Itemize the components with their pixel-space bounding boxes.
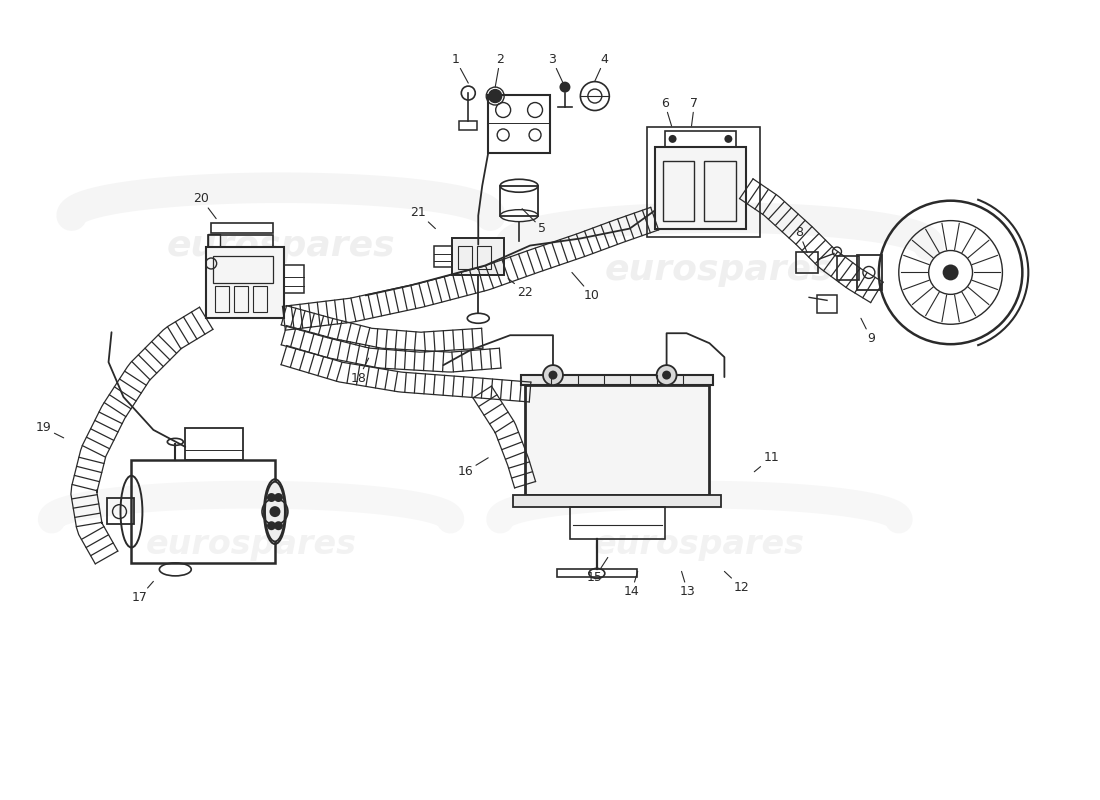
Bar <box>206 246 284 318</box>
Bar <box>208 234 273 246</box>
Text: 11: 11 <box>755 451 779 472</box>
Text: 17: 17 <box>132 582 153 604</box>
Bar <box>796 251 818 274</box>
Bar <box>132 460 275 563</box>
Circle shape <box>560 82 571 93</box>
Bar <box>208 234 220 258</box>
Text: 5: 5 <box>522 209 546 235</box>
Circle shape <box>274 493 283 502</box>
Bar <box>434 246 452 267</box>
Bar <box>654 147 746 229</box>
Bar <box>513 494 722 506</box>
Bar <box>525 385 710 494</box>
Circle shape <box>657 365 676 385</box>
Bar <box>253 286 267 312</box>
Circle shape <box>267 522 276 530</box>
Bar <box>460 121 477 130</box>
Bar <box>521 375 714 385</box>
Circle shape <box>270 506 280 517</box>
Bar <box>211 222 273 233</box>
Bar <box>459 246 472 270</box>
Text: 1: 1 <box>451 53 469 83</box>
Bar <box>817 295 837 314</box>
Circle shape <box>549 370 558 379</box>
Text: 18: 18 <box>351 358 369 385</box>
Bar <box>570 506 664 538</box>
Circle shape <box>662 370 671 379</box>
Bar <box>452 238 504 275</box>
Text: 12: 12 <box>725 571 749 594</box>
Bar <box>216 286 229 312</box>
Bar <box>662 161 694 221</box>
Text: eurospares: eurospares <box>605 254 834 287</box>
Bar <box>837 255 859 281</box>
Text: 8: 8 <box>795 226 807 253</box>
Text: 13: 13 <box>680 571 695 598</box>
Text: eurospares: eurospares <box>166 229 395 262</box>
Text: 10: 10 <box>572 273 600 302</box>
Circle shape <box>725 135 733 143</box>
Bar <box>107 498 134 523</box>
Circle shape <box>267 493 276 502</box>
Text: 6: 6 <box>661 97 672 126</box>
Text: eurospares: eurospares <box>145 528 356 561</box>
Bar <box>500 186 538 216</box>
Bar <box>488 95 550 153</box>
Text: 20: 20 <box>194 192 217 218</box>
Ellipse shape <box>265 482 285 542</box>
Bar <box>213 255 273 283</box>
Circle shape <box>543 365 563 385</box>
Bar <box>704 161 736 221</box>
Circle shape <box>669 135 676 143</box>
Bar <box>284 266 304 294</box>
Text: 4: 4 <box>595 53 608 81</box>
Bar <box>664 131 736 147</box>
Circle shape <box>274 522 283 530</box>
Text: 22: 22 <box>508 278 534 299</box>
Text: 15: 15 <box>587 558 608 584</box>
Bar <box>234 286 249 312</box>
Text: 19: 19 <box>36 422 64 438</box>
Text: 16: 16 <box>458 458 488 478</box>
Text: 7: 7 <box>691 97 698 126</box>
Bar <box>477 246 492 270</box>
Bar <box>857 254 882 290</box>
Text: 3: 3 <box>548 53 565 87</box>
Text: 21: 21 <box>410 206 436 229</box>
Circle shape <box>943 265 958 281</box>
Text: eurospares: eurospares <box>594 528 805 561</box>
Text: 2: 2 <box>495 53 504 87</box>
Bar <box>185 428 243 460</box>
Bar <box>557 570 637 578</box>
Text: 9: 9 <box>861 318 875 345</box>
Text: 14: 14 <box>624 571 639 598</box>
Circle shape <box>488 90 502 102</box>
Bar <box>647 127 760 237</box>
